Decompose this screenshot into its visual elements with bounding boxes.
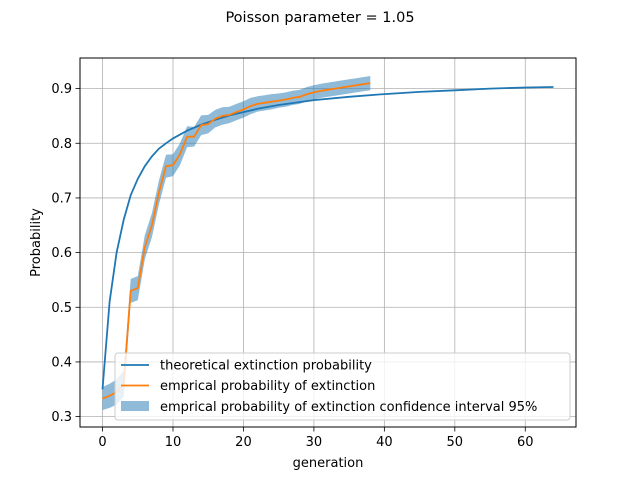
y-tick-label: 0.5 bbox=[51, 301, 72, 316]
x-tick-label: 60 bbox=[517, 435, 534, 450]
y-axis-label: Probability bbox=[29, 208, 44, 277]
x-tick-label: 20 bbox=[235, 435, 252, 450]
legend-box bbox=[114, 352, 571, 421]
theoretical-extinction-line bbox=[101, 86, 554, 390]
y-tick-label: 0.8 bbox=[51, 137, 72, 152]
legend: theoretical extinction probability empri… bbox=[114, 352, 571, 421]
y-tick-label: 0.9 bbox=[51, 82, 72, 97]
chart-title: Poisson parameter = 1.05 bbox=[225, 10, 414, 26]
x-axis-ticks: 0 10 20 30 40 50 60 bbox=[98, 427, 534, 450]
y-tick-label: 0.7 bbox=[51, 191, 72, 206]
y-tick-label: 0.6 bbox=[51, 246, 72, 261]
x-tick-label: 0 bbox=[98, 435, 106, 450]
series-lines bbox=[101, 82, 554, 400]
legend-swatch-confidence bbox=[121, 401, 149, 411]
y-tick-label: 0.4 bbox=[51, 355, 72, 370]
plot-frame bbox=[79, 57, 577, 428]
legend-label-confidence: emprical probability of extinction confi… bbox=[160, 400, 537, 415]
x-tick-label: 30 bbox=[306, 435, 323, 450]
y-axis-ticks: 0.3 0.4 0.5 0.6 0.7 0.8 0.9 bbox=[51, 82, 80, 425]
confidence-band bbox=[102, 76, 371, 411]
y-tick-label: 0.3 bbox=[51, 410, 72, 425]
x-tick-label: 50 bbox=[447, 435, 464, 450]
confidence-interval-area bbox=[102, 76, 371, 411]
x-axis-label: generation bbox=[293, 456, 364, 471]
x-tick-label: 10 bbox=[165, 435, 182, 450]
empirical-extinction-line bbox=[102, 82, 371, 400]
x-tick-label: 40 bbox=[376, 435, 393, 450]
legend-label-empirical: emprical probability of extinction bbox=[160, 379, 375, 394]
legend-label-theoretical: theoretical extinction probability bbox=[160, 359, 372, 374]
